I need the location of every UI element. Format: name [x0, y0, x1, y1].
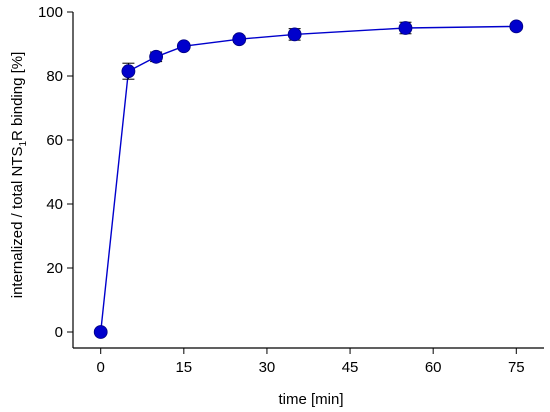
data-point [149, 49, 164, 64]
y-axis-label-main: internalized / total NTS [9, 147, 26, 299]
y-tick-label: 40 [46, 196, 63, 213]
y-axis-label-subscript: 1 [18, 141, 29, 147]
data-point [93, 325, 108, 339]
axes [72, 12, 544, 349]
data-point [287, 27, 302, 42]
data-point [121, 64, 136, 79]
y-tick-label: 80 [46, 68, 63, 85]
ticks: 0 15 30 45 60 75 0 20 40 60 80 100 [38, 4, 525, 376]
y-axis-label-tail: R binding [%] [9, 52, 26, 141]
x-tick-label: 0 [97, 359, 105, 376]
data-point [176, 39, 191, 54]
x-tick-label: 45 [342, 359, 359, 376]
x-tick-label: 75 [508, 359, 525, 376]
data-point [398, 21, 413, 35]
y-tick-label: 60 [46, 132, 63, 149]
x-tick-label: 15 [175, 359, 192, 376]
x-axis-label: time [min] [278, 391, 343, 408]
y-tick-label: 20 [46, 260, 63, 277]
series-layer [93, 19, 524, 339]
y-axis-label: internalized / total NTS1R binding [%] [9, 52, 29, 299]
x-tick-label: 60 [425, 359, 442, 376]
series-line [100, 25, 517, 333]
data-point [509, 19, 524, 34]
y-tick-label: 100 [38, 4, 63, 21]
data-point [232, 32, 247, 47]
y-tick-label: 0 [55, 324, 63, 341]
x-tick-label: 30 [259, 359, 276, 376]
